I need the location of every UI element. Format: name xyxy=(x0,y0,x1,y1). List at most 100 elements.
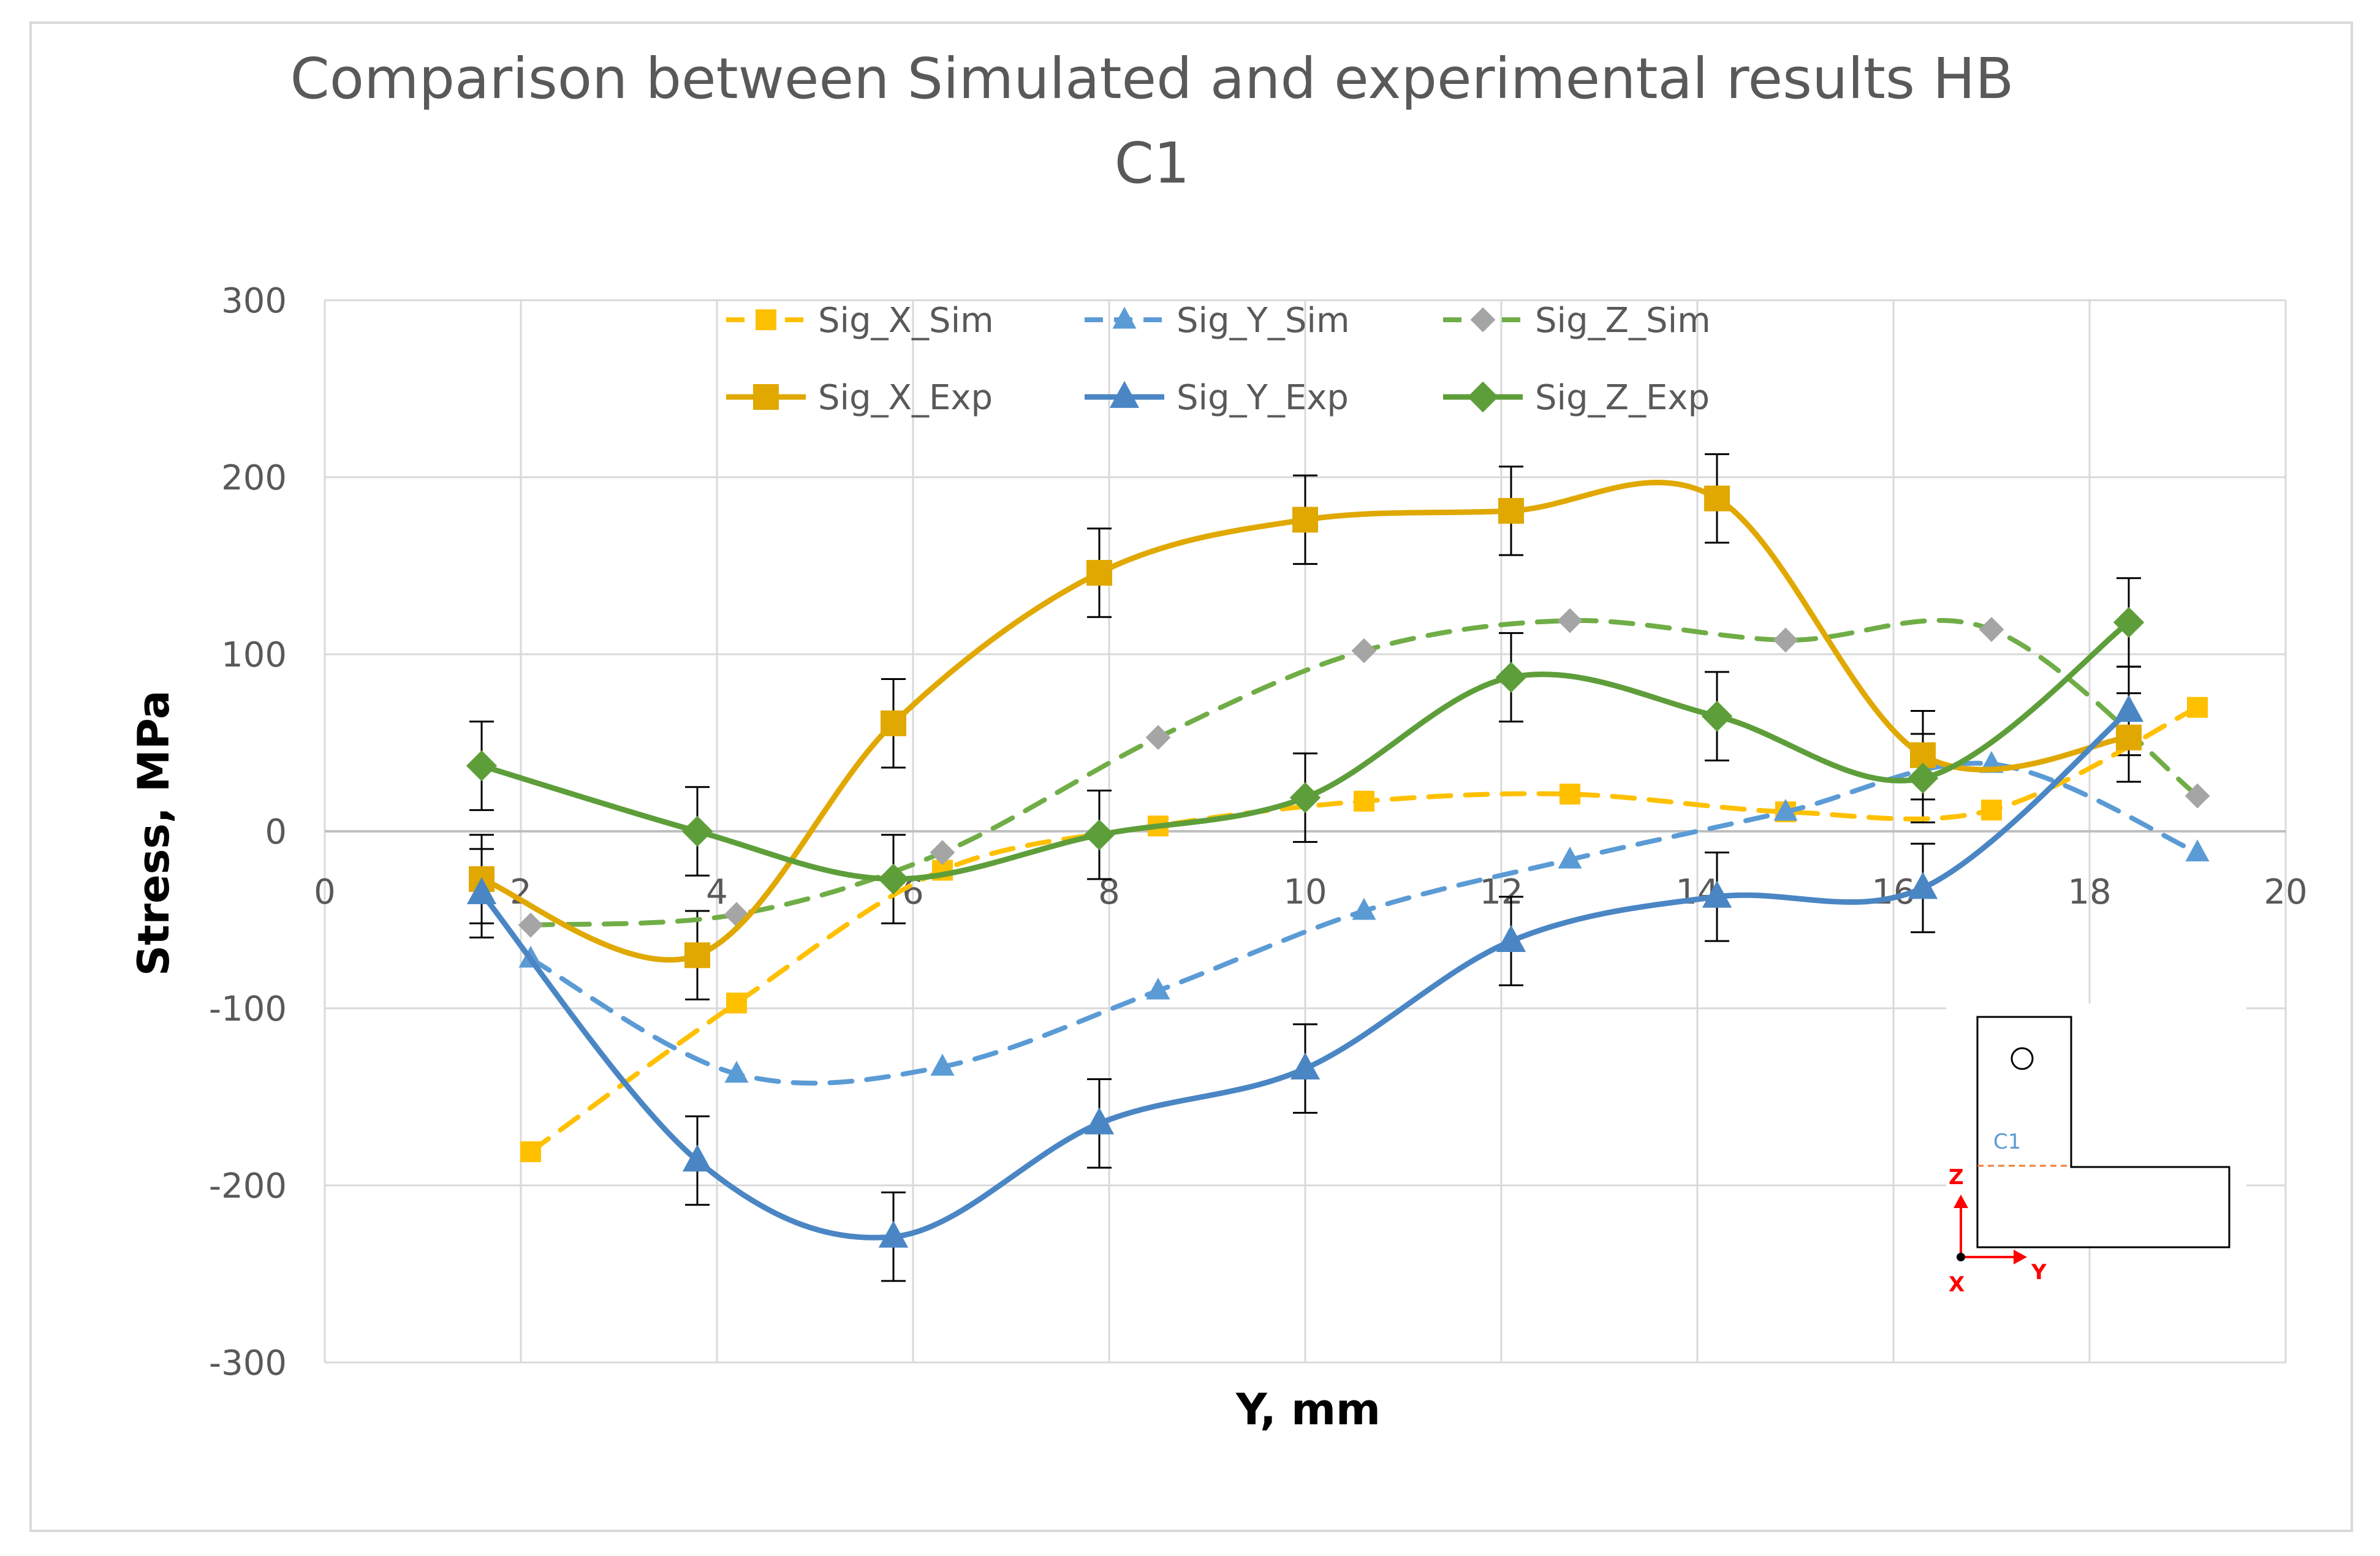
x-tick-label: 20 xyxy=(2264,872,2307,912)
y-tick-label: 100 xyxy=(221,635,287,675)
data-point xyxy=(1354,790,1374,812)
y-axis-title: Stress, MPa xyxy=(129,690,179,976)
data-point xyxy=(2185,783,2210,809)
legend-label: Sig_X_Sim xyxy=(818,301,994,341)
y-tick-label: 300 xyxy=(221,281,287,321)
y-tick-label: 0 xyxy=(265,812,287,852)
chart-title-line-2: C1 xyxy=(1115,130,1190,196)
data-point xyxy=(930,840,955,866)
x-axis-label: X xyxy=(1949,1272,1965,1297)
data-point xyxy=(1495,662,1527,693)
y-tick-label: -100 xyxy=(209,989,287,1029)
data-point xyxy=(684,942,710,969)
series-sig-z-sim xyxy=(518,608,2210,938)
legend-item-sig-x-sim: Sig_X_Sim xyxy=(726,301,994,341)
data-point xyxy=(2116,724,2142,750)
data-point xyxy=(1773,798,1798,821)
data-point xyxy=(466,750,498,782)
data-point xyxy=(930,1054,955,1076)
data-point xyxy=(1290,1052,1321,1080)
data-point xyxy=(466,877,497,904)
data-point xyxy=(1704,485,1730,512)
legend-label: Sig_X_Exp xyxy=(818,378,993,418)
data-point xyxy=(1146,977,1170,1000)
chart-title-line-1: Comparison between Simulated and experim… xyxy=(290,46,2014,111)
x-tick-label: 18 xyxy=(2067,872,2111,912)
series-sig-y-exp xyxy=(466,695,2144,1248)
legend-item-sig-z-sim: Sig_Z_Sim xyxy=(1443,301,1711,341)
data-point xyxy=(877,863,909,895)
legend-label: Sig_Z_Sim xyxy=(1535,301,1711,341)
data-point xyxy=(724,1060,749,1083)
c1-section-label: C1 xyxy=(1993,1130,2021,1154)
chart-frame xyxy=(29,21,2353,1532)
inset-background xyxy=(1946,1003,2246,1246)
legend-swatch-marker xyxy=(1109,380,1140,408)
legend-item-sig-y-exp: Sig_Y_Exp xyxy=(1085,378,1349,418)
data-point xyxy=(1979,617,2004,642)
data-point xyxy=(1496,924,1526,953)
x-tick-label: 4 xyxy=(706,872,728,912)
specimen-hole xyxy=(2010,1047,2034,1070)
data-point xyxy=(1908,872,1938,899)
specimen-inset: C1 Z X Y xyxy=(1946,1003,2246,1297)
data-point xyxy=(1560,784,1580,805)
data-point xyxy=(1292,507,1318,533)
legend-swatch-marker xyxy=(1470,307,1496,333)
legend-swatch-marker xyxy=(1467,381,1499,413)
legend-item-sig-x-exp: Sig_X_Exp xyxy=(726,378,993,418)
data-point xyxy=(1145,725,1171,750)
data-point xyxy=(878,1220,909,1248)
y-tick-label: -300 xyxy=(209,1343,287,1383)
data-point xyxy=(681,815,713,847)
chart-title: Comparison between Simulated and experim… xyxy=(290,46,2014,196)
data-point xyxy=(1557,608,1583,633)
data-point xyxy=(1558,846,1582,869)
y-tick-label: 200 xyxy=(221,458,287,498)
data-point xyxy=(2187,697,2208,718)
legend-swatch-marker xyxy=(1112,306,1137,329)
y-arrow-head xyxy=(2014,1250,2027,1264)
series-sig-z-exp xyxy=(466,606,2145,895)
x-axis-title: Y, mm xyxy=(1235,1384,1381,1435)
specimen-outline xyxy=(1976,1016,2230,1248)
data-point xyxy=(1084,1107,1115,1135)
data-point xyxy=(1083,819,1115,850)
x-tick-label: 12 xyxy=(1479,872,1523,912)
data-point xyxy=(1086,560,1112,586)
z-arrow-head xyxy=(1954,1195,1968,1208)
data-point xyxy=(2113,606,2145,638)
data-point xyxy=(1701,700,1733,732)
legend-swatch-marker xyxy=(756,309,776,330)
data-point xyxy=(1352,897,1376,920)
legend-item-sig-z-exp: Sig_Z_Exp xyxy=(1443,378,1710,418)
y-tick-label: -200 xyxy=(209,1166,287,1206)
z-axis-label: Z xyxy=(1949,1165,1964,1190)
x-tick-label: 0 xyxy=(314,872,336,912)
origin-dot xyxy=(1957,1253,1965,1261)
data-point xyxy=(1702,880,1732,908)
series-layer xyxy=(466,480,2210,1248)
x-tick-label: 10 xyxy=(1283,872,1327,912)
y-axis-label: Y xyxy=(2031,1260,2047,1285)
data-point xyxy=(726,992,747,1014)
legend-label: Sig_Z_Exp xyxy=(1535,378,1710,418)
data-point xyxy=(520,1141,541,1163)
legend: Sig_X_Sim Sig_Y_Sim Sig_Z_Sim Sig_X_Exp Sig_… xyxy=(726,301,1711,418)
y-axis: -300 -200 -100 0 100 200 300 xyxy=(209,281,287,1383)
data-point xyxy=(881,710,906,736)
data-point xyxy=(1351,638,1377,663)
series-line xyxy=(528,704,2200,1155)
data-point xyxy=(1498,497,1524,524)
data-point xyxy=(1773,627,1798,653)
data-point xyxy=(1289,782,1321,814)
data-point xyxy=(682,1144,713,1172)
data-point xyxy=(1981,799,2002,821)
legend-item-sig-y-sim: Sig_Y_Sim xyxy=(1085,301,1350,341)
legend-label: Sig_Y_Exp xyxy=(1177,378,1349,418)
data-point xyxy=(1907,763,1939,794)
series-sig-x-exp xyxy=(469,480,2142,969)
legend-swatch-marker xyxy=(753,384,779,410)
data-point xyxy=(2185,839,2210,862)
